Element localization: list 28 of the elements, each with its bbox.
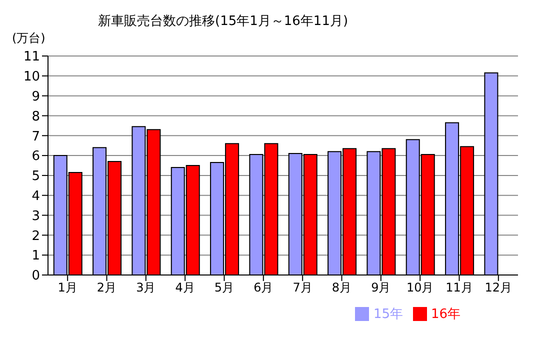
y-tick-label: 7 [32,129,40,144]
chart-title: 新車販売台数の推移(15年1月～16年11月) [98,13,348,30]
x-tick-label: 2月 [96,280,117,295]
y-tick-label: 11 [23,50,40,65]
y-tick-label: 8 [32,109,40,124]
y-tick-label: 10 [23,70,40,85]
x-tick-label: 5月 [214,280,234,295]
y-tick-label: 2 [32,228,40,244]
y-tick-label: 1 [32,248,40,264]
x-tick-label: 6月 [254,280,274,295]
x-tick-label: 4月 [175,280,195,295]
legend-label: 16年 [431,307,461,322]
x-tick-label: 1月 [58,280,78,295]
y-tick-label: 3 [32,208,40,224]
x-tick-label: 9月 [371,280,391,295]
x-tick-label: 10月 [406,280,434,295]
x-tick-label: 7月 [292,280,312,295]
x-tick-label: 8月 [332,280,352,295]
y-tick-label: 9 [32,89,40,104]
legend-label: 15年 [373,307,403,322]
x-tick-label: 11月 [446,280,473,295]
y-axis-title: (万台) [12,30,46,47]
y-tick-label: 5 [32,169,40,184]
y-tick-label: 0 [32,268,40,284]
y-tick-label: 4 [32,188,40,204]
x-tick-label: 12月 [484,280,512,295]
y-tick-label: 6 [32,149,40,164]
x-tick-label: 3月 [136,280,156,295]
